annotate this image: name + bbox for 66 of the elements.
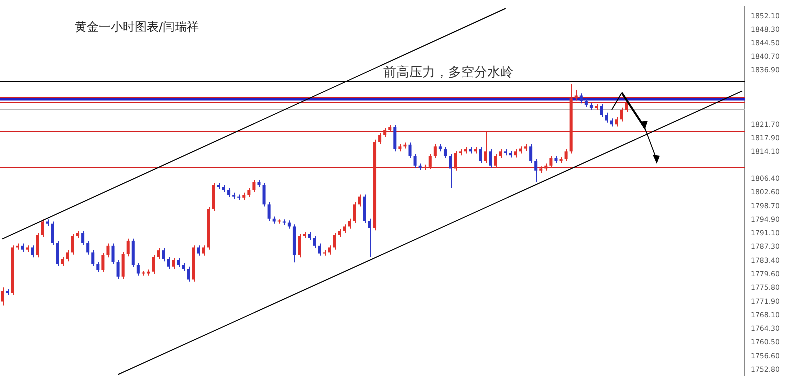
candlestick	[408, 142, 412, 159]
candlestick	[494, 154, 498, 169]
candlestick	[358, 194, 362, 208]
candlestick	[489, 149, 492, 169]
candlestick	[66, 250, 70, 262]
candlestick	[152, 254, 156, 275]
candlestick	[615, 116, 618, 128]
candlestick	[248, 187, 251, 198]
candlestick	[31, 245, 34, 258]
candlestick	[564, 149, 568, 162]
candlestick	[106, 243, 110, 258]
candlestick	[96, 261, 100, 273]
candlestick	[162, 248, 166, 262]
candlestick	[92, 250, 95, 267]
candlestick	[86, 240, 90, 256]
candlestick	[484, 132, 488, 164]
candlestick	[36, 232, 40, 258]
candlestick	[262, 182, 266, 208]
candlestick	[1, 287, 4, 306]
candlestick	[51, 221, 54, 246]
candlestick	[112, 243, 115, 265]
candlestick	[298, 234, 302, 258]
candlestick	[534, 158, 538, 183]
candlestick	[102, 252, 105, 273]
candlestick	[172, 258, 176, 270]
candlestick	[202, 245, 206, 256]
candlestick	[454, 150, 458, 172]
candlestick	[228, 187, 231, 198]
candlestick	[268, 202, 271, 222]
candlestick	[116, 260, 120, 280]
candlestick	[56, 240, 60, 267]
candlestick	[600, 104, 604, 118]
candlestick	[479, 146, 482, 164]
candlestick	[550, 156, 553, 169]
candlestick	[167, 256, 170, 270]
candlestick	[71, 234, 74, 256]
candlestick	[348, 218, 352, 230]
candlestick	[157, 248, 160, 260]
candlestick	[434, 144, 437, 159]
candlestick	[580, 93, 583, 104]
candlestick	[41, 219, 44, 238]
ref-line-label: 前高压力，多空分水岭	[384, 64, 514, 80]
candlestick	[187, 266, 190, 282]
candlestick	[378, 132, 382, 145]
candlestick	[252, 180, 256, 193]
candlestick	[313, 235, 316, 249]
candlestick	[530, 144, 533, 164]
candlestick	[620, 107, 624, 122]
candlestick	[197, 245, 200, 256]
candlestick	[449, 154, 452, 189]
candlestick	[126, 238, 130, 258]
candlestick	[82, 230, 85, 246]
candlestick	[368, 218, 372, 258]
candlestick	[122, 252, 125, 280]
candlestick	[414, 154, 417, 169]
candlestick	[333, 232, 336, 250]
candlestick	[328, 245, 332, 256]
candlestick	[136, 262, 140, 276]
candlestick	[318, 243, 322, 256]
text: 黄金一小时图表/闫瑞祥	[75, 19, 200, 36]
candlestick	[353, 202, 356, 224]
candlestick	[384, 128, 387, 138]
candlestick	[428, 154, 432, 170]
candlestick	[394, 124, 397, 152]
candlestick	[444, 146, 447, 159]
candlestick	[605, 112, 608, 124]
